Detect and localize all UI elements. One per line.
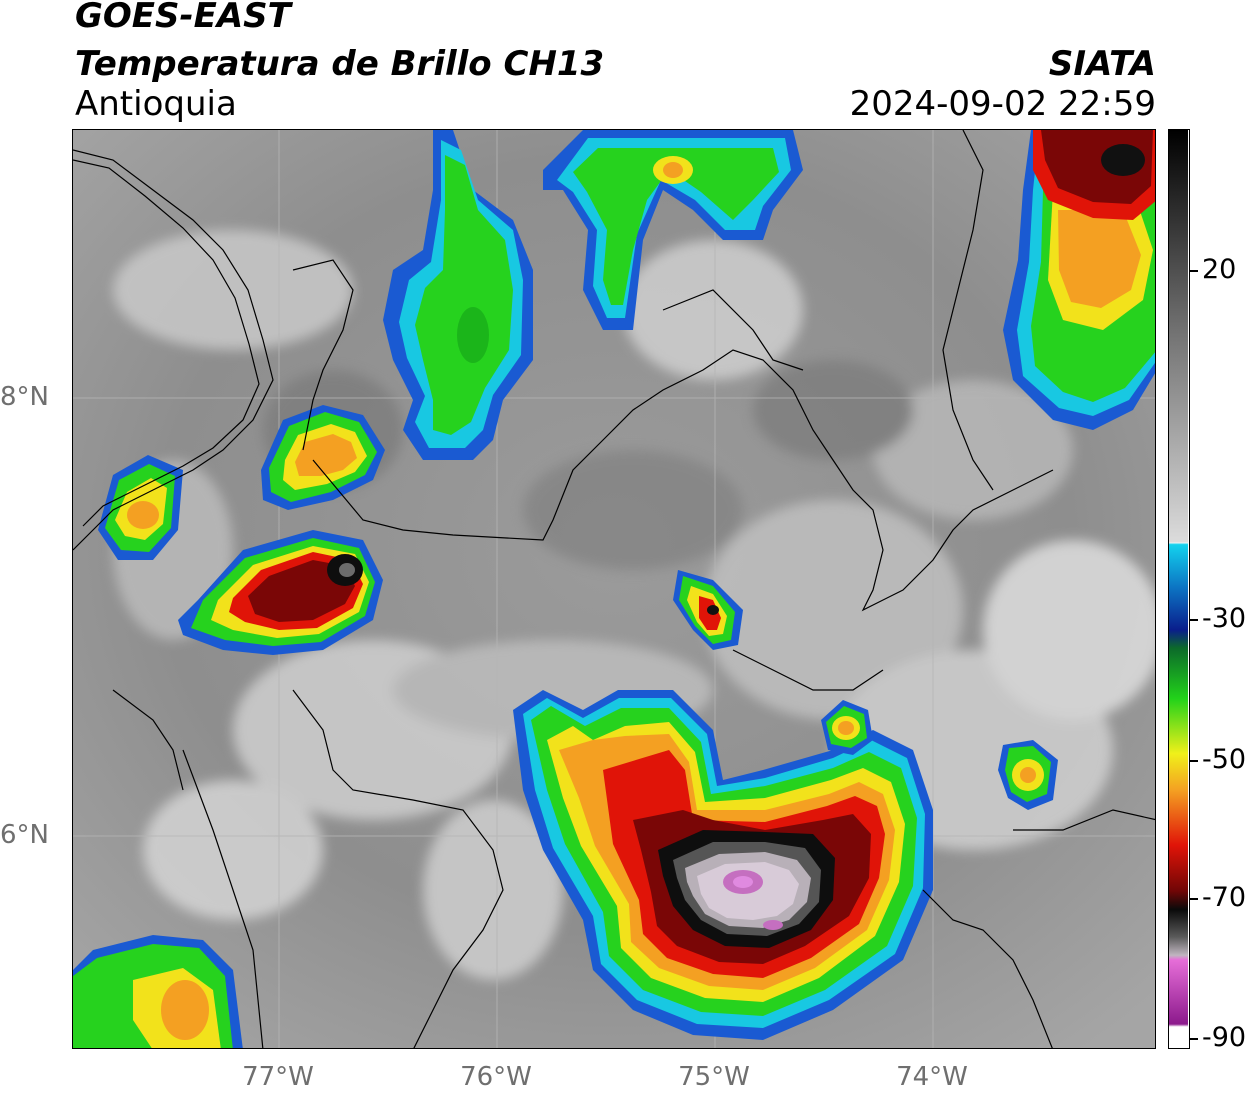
cloud-cell-north-plume	[383, 130, 533, 460]
colorbar-tick	[1190, 760, 1198, 762]
colorbar-label-minus50: -50	[1202, 743, 1247, 775]
cloud-cell-southwest	[73, 935, 243, 1048]
cloud-cell-west-small	[98, 455, 183, 560]
satellite-map[interactable]	[72, 129, 1156, 1049]
lat-label-8n: 8°N	[0, 382, 49, 412]
boundary-lines	[73, 130, 1155, 1048]
cloud-cell-west	[261, 405, 385, 510]
colorbar-tick	[1190, 898, 1198, 900]
cloud-cell-center-small	[673, 570, 743, 650]
title-product: Temperatura de Brillo CH13	[75, 44, 605, 84]
title-satellite: GOES-EAST	[75, 0, 291, 36]
cloud-cell-far-east-small	[998, 740, 1058, 810]
datetime-label: 2024-09-02 22:59	[849, 84, 1156, 124]
cloud-cell-east-small	[821, 700, 873, 755]
cloud-cell-main-storm	[513, 690, 933, 1040]
colorbar-tick	[1190, 619, 1198, 621]
colorbar-label-minus90: -90	[1202, 1021, 1247, 1053]
lon-label-76w: 76°W	[460, 1062, 532, 1092]
lon-label-74w: 74°W	[896, 1062, 968, 1092]
colorbar-label-20: 20	[1202, 253, 1237, 285]
colorbar	[1168, 129, 1190, 1049]
colorbar-label-minus70: -70	[1202, 881, 1247, 913]
cloud-cell-northeast	[1003, 130, 1155, 430]
colorbar-tick	[1190, 270, 1198, 272]
colorbar-tick	[1190, 1038, 1198, 1040]
title-region: Antioquia	[75, 84, 237, 124]
org-label: SIATA	[1048, 44, 1156, 84]
lon-label-77w: 77°W	[242, 1062, 314, 1092]
cloud-cell-top-cluster	[543, 130, 803, 330]
lat-label-6n: 6°N	[0, 820, 49, 850]
cloud-cell-west-intense	[178, 530, 383, 655]
colorbar-label-minus30: -30	[1202, 602, 1247, 634]
lon-label-75w: 75°W	[678, 1062, 750, 1092]
